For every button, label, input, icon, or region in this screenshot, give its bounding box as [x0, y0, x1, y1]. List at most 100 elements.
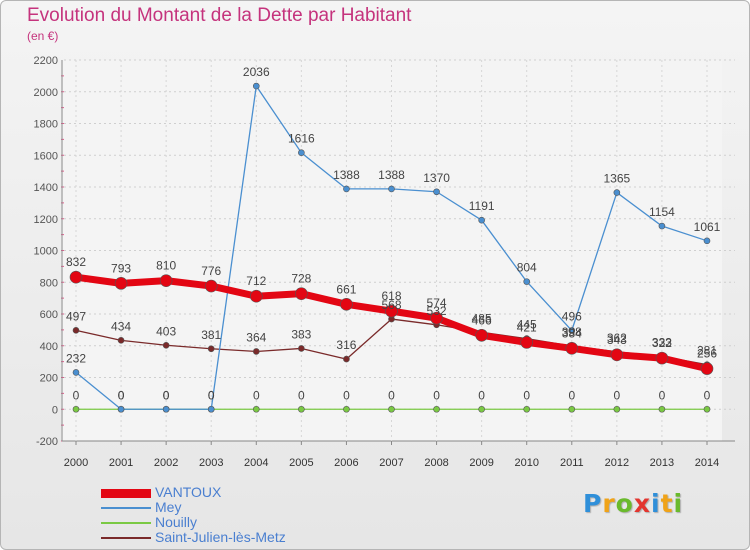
legend-label: VANTOUX — [155, 484, 222, 500]
data-point — [340, 298, 353, 311]
x-tick-label: 2001 — [109, 457, 133, 469]
legend-swatch — [101, 537, 151, 539]
data-label: 281 — [697, 344, 717, 358]
data-label: 0 — [523, 388, 530, 402]
data-point — [298, 405, 305, 413]
data-point — [159, 274, 173, 287]
data-label: 403 — [156, 324, 176, 338]
data-point — [343, 355, 350, 363]
data-label: 1061 — [694, 220, 721, 234]
data-point — [568, 405, 576, 413]
data-label: 661 — [336, 282, 356, 296]
data-label: 0 — [614, 388, 621, 402]
data-label: 0 — [298, 388, 305, 402]
data-point — [478, 405, 485, 413]
y-tick-label: 1000 — [34, 246, 58, 258]
data-point — [252, 82, 260, 90]
y-tick-label: 2200 — [34, 55, 58, 67]
x-tick-label: 2008 — [424, 457, 448, 469]
data-point — [295, 287, 308, 300]
legend-swatch — [101, 507, 151, 509]
data-point — [430, 311, 443, 325]
data-point — [478, 216, 485, 224]
data-point — [162, 341, 170, 349]
data-label: 0 — [659, 388, 666, 402]
data-label: 804 — [517, 261, 537, 275]
data-label: 383 — [291, 327, 311, 341]
logo-letter: r — [602, 489, 616, 518]
data-label: 0 — [208, 388, 215, 402]
data-label: 574 — [427, 296, 447, 310]
data-label: 497 — [66, 309, 86, 323]
series-mey — [72, 82, 711, 413]
data-point — [343, 405, 350, 413]
data-label: 776 — [201, 264, 221, 278]
data-point — [655, 351, 669, 365]
data-label: 712 — [246, 274, 266, 288]
logo-letter: i — [651, 489, 661, 518]
proxiti-logo: Proxiti — [583, 489, 683, 518]
y-tick-label: 200 — [40, 373, 58, 385]
data-point — [252, 348, 260, 355]
data-label: 1191 — [469, 199, 495, 213]
series-vantoux — [69, 270, 714, 375]
data-point — [117, 405, 125, 413]
logo-letter: i — [673, 489, 684, 518]
legend-label: Mey — [155, 499, 182, 515]
data-point — [703, 405, 711, 413]
logo-letter: x — [633, 489, 651, 518]
data-point — [388, 185, 395, 193]
x-tick-label: 2005 — [289, 457, 313, 469]
legend-label: Nouilly — [155, 514, 198, 530]
data-label: 793 — [111, 261, 131, 275]
legend-swatch — [101, 488, 151, 498]
data-point — [658, 405, 666, 413]
data-point — [475, 328, 488, 342]
data-point — [433, 188, 440, 196]
data-label: 362 — [607, 331, 627, 345]
x-tick-label: 2000 — [64, 457, 88, 469]
data-point — [613, 405, 621, 413]
data-label: 1370 — [423, 171, 450, 185]
data-point — [72, 327, 80, 334]
y-tick-label: 400 — [40, 341, 58, 353]
logo-letter: t — [660, 489, 674, 518]
data-label: 343 — [607, 333, 627, 347]
data-point — [117, 337, 125, 344]
data-label: 256 — [697, 347, 717, 361]
data-label: 728 — [291, 272, 311, 286]
y-tick-label: 0 — [52, 404, 58, 416]
data-label: 0 — [163, 388, 170, 402]
data-point — [523, 405, 531, 413]
data-point — [385, 304, 398, 318]
data-point — [249, 289, 263, 303]
data-point — [388, 405, 395, 413]
x-tick-label: 2014 — [695, 457, 719, 469]
x-tick-label: 2004 — [244, 457, 268, 469]
logo-letter: o — [615, 489, 634, 518]
data-label: 1154 — [649, 205, 675, 219]
data-label: 0 — [73, 388, 80, 402]
x-tick-label: 2013 — [650, 457, 674, 469]
data-label: 0 — [704, 388, 711, 402]
x-tick-label: 2012 — [605, 457, 629, 469]
data-label: 1388 — [333, 168, 360, 182]
data-label: 364 — [246, 330, 266, 344]
data-label: 1388 — [378, 168, 405, 182]
legend-swatch — [101, 522, 151, 524]
data-label: 434 — [111, 319, 131, 333]
data-point — [114, 277, 128, 290]
data-point — [700, 362, 714, 375]
data-point — [433, 405, 440, 413]
data-label: 421 — [517, 320, 537, 334]
data-point — [568, 327, 576, 334]
data-point — [298, 149, 305, 157]
y-tick-label: 2000 — [34, 87, 58, 99]
logo-letter: P — [583, 489, 603, 518]
data-label: 485 — [472, 311, 492, 325]
y-tick-label: -200 — [36, 436, 58, 448]
data-point — [207, 345, 215, 353]
data-point — [703, 237, 711, 245]
